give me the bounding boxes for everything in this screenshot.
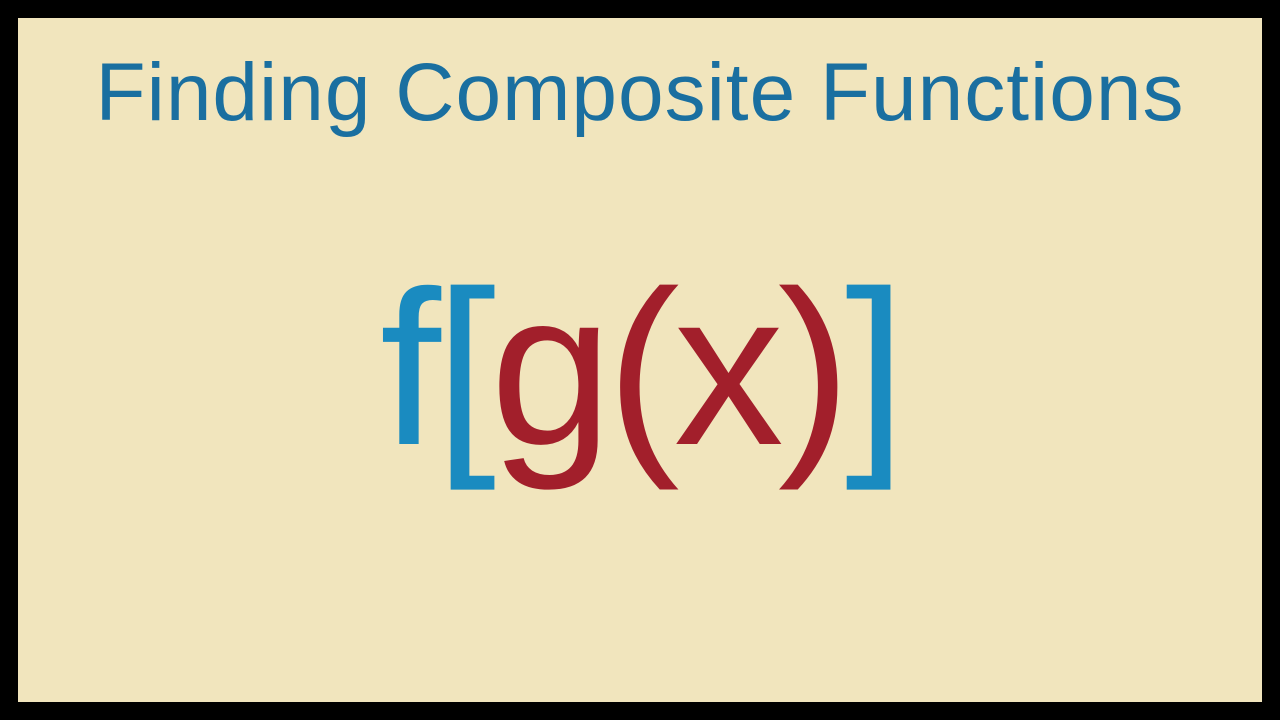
formula-right-paren: ) [778,245,845,491]
formula-left-paren: ( [606,245,673,491]
formula-g: g [490,245,606,491]
slide-panel: Finding Composite Functions f[g(x)] [12,12,1268,708]
slide-title: Finding Composite Functions [96,48,1185,138]
formula-x: x [674,245,778,491]
composite-formula: f[g(x)] [380,258,900,478]
formula-f: f [380,245,435,491]
slide-outer-frame: Finding Composite Functions f[g(x)] [0,0,1280,720]
formula-left-bracket: [ [435,245,490,491]
formula-right-bracket: ] [845,245,900,491]
